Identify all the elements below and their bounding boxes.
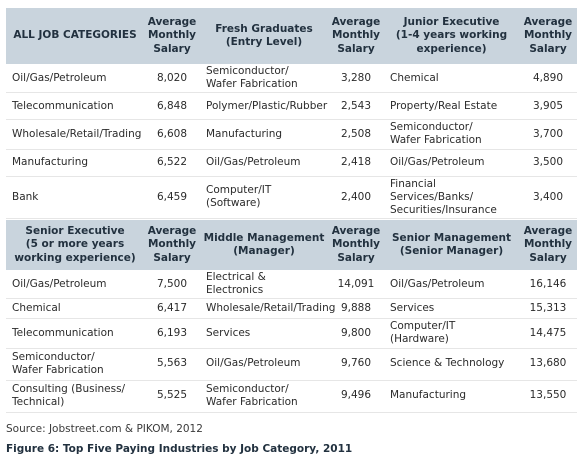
industry-cell: Property/Real Estate	[384, 92, 519, 121]
salary-cell: 4,890	[519, 64, 577, 94]
salary-cell: 3,400	[519, 176, 577, 219]
salary-cell: 9,760	[328, 348, 384, 381]
salary-cell: 5,563	[144, 348, 200, 381]
salary-cell: 3,280	[328, 64, 384, 94]
header-average-salary: Average Monthly Salary	[328, 220, 384, 270]
salary-cell: 9,496	[328, 380, 384, 413]
industry-cell: Wholesale/Retail/Trading	[6, 119, 144, 150]
industry-cell: Oil/Gas/Petroleum	[6, 270, 144, 300]
header-middle-management: Middle Management (Manager)	[200, 220, 328, 270]
source-note: Source: Jobstreet.com & PIKOM, 2012	[6, 423, 203, 435]
header-job-categories: ALL JOB CATEGORIES	[6, 8, 144, 64]
table-header-row: ALL JOB CATEGORIES Average Monthly Salar…	[6, 8, 577, 64]
industry-cell: Services	[384, 298, 519, 320]
industry-cell: Manufacturing	[200, 119, 328, 150]
header-average-salary: Average Monthly Salary	[144, 220, 200, 270]
industry-cell: Chemical	[384, 64, 519, 94]
table-body: Oil/Gas/Petroleum 8,020 Semiconductor/ Waf…	[6, 64, 577, 219]
salary-cell: 13,550	[519, 380, 577, 413]
industry-cell: Polymer/Plastic/Rubber	[200, 92, 328, 121]
figure-caption: Figure 6: Top Five Paying Industries by …	[6, 443, 353, 455]
industry-cell: Semiconductor/ Wafer Fabrication	[200, 380, 328, 413]
industry-cell: Semiconductor/ Wafer Fabrication	[384, 119, 519, 150]
industry-cell: Bank	[6, 176, 144, 219]
industry-cell: Financial Services/Banks/ Securities/Ins…	[384, 176, 519, 219]
salary-cell: 6,459	[144, 176, 200, 219]
salary-cell: 2,543	[328, 92, 384, 121]
salary-cell: 8,020	[144, 64, 200, 94]
industry-cell: Semiconductor/ Wafer Fabrication	[6, 348, 144, 381]
table-row: Telecommunication 6,848 Polymer/Plastic/Ru…	[6, 92, 577, 121]
table-row: Telecommunication 6,193 Services 9,800 Compu…	[6, 318, 577, 349]
industry-cell: Semiconductor/ Wafer Fabrication	[200, 64, 328, 94]
salary-cell: 2,508	[328, 119, 384, 150]
salary-cell: 15,313	[519, 298, 577, 320]
salary-cell: 14,475	[519, 318, 577, 349]
header-average-salary: Average Monthly Salary	[144, 8, 200, 64]
salary-cell: 6,193	[144, 318, 200, 349]
industry-cell: Services	[200, 318, 328, 349]
industry-cell: Oil/Gas/Petroleum	[200, 348, 328, 381]
industry-cell: Computer/IT (Software)	[200, 176, 328, 219]
table-row: Manufacturing 6,522 Oil/Gas/Petroleum 2,418…	[6, 149, 577, 177]
salary-cell: 6,608	[144, 119, 200, 150]
industry-cell: Science & Technology	[384, 348, 519, 381]
salary-cell: 7,500	[144, 270, 200, 300]
industry-cell: Oil/Gas/Petroleum	[200, 149, 328, 177]
salary-cell: 5,525	[144, 380, 200, 413]
table-row: Chemical 6,417 Wholesale/Retail/Trading 9,8…	[6, 298, 577, 320]
salary-cell: 2,400	[328, 176, 384, 219]
salary-cell: 6,417	[144, 298, 200, 320]
header-senior-executive: Senior Executive (5 or more years workin…	[6, 220, 144, 270]
industry-cell: Chemical	[6, 298, 144, 320]
header-average-salary: Average Monthly Salary	[519, 8, 577, 64]
table-header-row: Senior Executive (5 or more years workin…	[6, 220, 577, 270]
table-row: Consulting (Business/ Technical) 5,525 Sem…	[6, 380, 577, 413]
salary-cell: 6,522	[144, 149, 200, 177]
salary-cell: 3,905	[519, 92, 577, 121]
salary-table-top: ALL JOB CATEGORIES Average Monthly Salar…	[6, 8, 577, 219]
industry-cell: Manufacturing	[384, 380, 519, 413]
industry-cell: Computer/IT (Hardware)	[384, 318, 519, 349]
header-junior-executive: Junior Executive (1-4 years working expe…	[384, 8, 519, 64]
header-fresh-graduates: Fresh Graduates (Entry Level)	[200, 8, 328, 64]
salary-cell: 16,146	[519, 270, 577, 300]
header-average-salary: Average Monthly Salary	[328, 8, 384, 64]
industry-cell: Wholesale/Retail/Trading	[200, 298, 335, 320]
header-senior-management: Senior Management (Senior Manager)	[384, 220, 519, 270]
table-body: Oil/Gas/Petroleum 7,500 Electrical & Elect…	[6, 270, 577, 413]
industry-cell: Oil/Gas/Petroleum	[384, 149, 519, 177]
salary-cell: 3,700	[519, 119, 577, 150]
industry-cell: Oil/Gas/Petroleum	[384, 270, 519, 300]
salary-cell: 9,888	[328, 298, 384, 320]
table-row: Semiconductor/ Wafer Fabrication 5,563 Oil…	[6, 348, 577, 381]
table-row: Oil/Gas/Petroleum 8,020 Semiconductor/ Waf…	[6, 64, 577, 94]
salary-cell: 14,091	[328, 270, 384, 300]
industry-cell: Oil/Gas/Petroleum	[6, 64, 144, 94]
industry-cell: Electrical & Electronics	[200, 270, 328, 300]
table-row: Bank 6,459 Computer/IT (Software) 2,400 Fina…	[6, 176, 577, 219]
industry-cell: Manufacturing	[6, 149, 144, 177]
salary-table-bottom: Senior Executive (5 or more years workin…	[6, 220, 577, 413]
industry-cell: Consulting (Business/ Technical)	[6, 380, 144, 413]
table-row: Oil/Gas/Petroleum 7,500 Electrical & Elect…	[6, 270, 577, 300]
industry-cell: Telecommunication	[6, 318, 144, 349]
header-average-salary: Average Monthly Salary	[519, 220, 577, 270]
salary-cell: 13,680	[519, 348, 577, 381]
industry-cell: Telecommunication	[6, 92, 144, 121]
salary-cell: 9,800	[328, 318, 384, 349]
salary-cell: 2,418	[328, 149, 384, 177]
table-row: Wholesale/Retail/Trading 6,608 Manufacturi…	[6, 119, 577, 150]
salary-cell: 3,500	[519, 149, 577, 177]
salary-cell: 6,848	[144, 92, 200, 121]
